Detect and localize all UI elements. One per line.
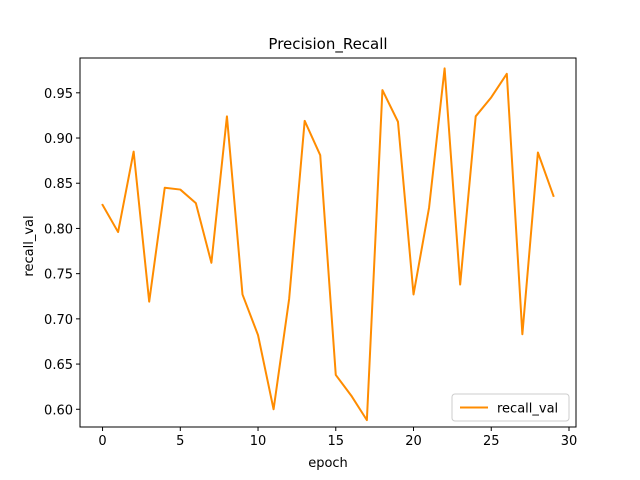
y-axis-label: recall_val bbox=[22, 215, 37, 276]
y-tick-label: 0.65 bbox=[44, 358, 73, 373]
y-tick-label: 0.85 bbox=[44, 177, 73, 192]
y-tick-label: 0.80 bbox=[44, 222, 73, 237]
x-tick-label: 0 bbox=[98, 434, 106, 449]
y-tick-label: 0.90 bbox=[44, 132, 73, 147]
x-tick-label: 20 bbox=[405, 434, 422, 449]
x-axis-label: epoch bbox=[308, 456, 348, 471]
x-tick-label: 5 bbox=[176, 434, 184, 449]
chart-title: Precision_Recall bbox=[268, 35, 387, 54]
y-tick-label: 0.70 bbox=[44, 313, 73, 328]
x-tick-label: 30 bbox=[561, 434, 578, 449]
x-tick-label: 25 bbox=[483, 434, 500, 449]
x-tick-label: 10 bbox=[250, 434, 267, 449]
y-tick-label: 0.60 bbox=[44, 403, 73, 418]
x-tick-label: 15 bbox=[328, 434, 345, 449]
y-tick-label: 0.75 bbox=[44, 268, 73, 283]
legend-label: recall_val bbox=[497, 402, 558, 417]
y-tick-label: 0.95 bbox=[44, 87, 73, 102]
